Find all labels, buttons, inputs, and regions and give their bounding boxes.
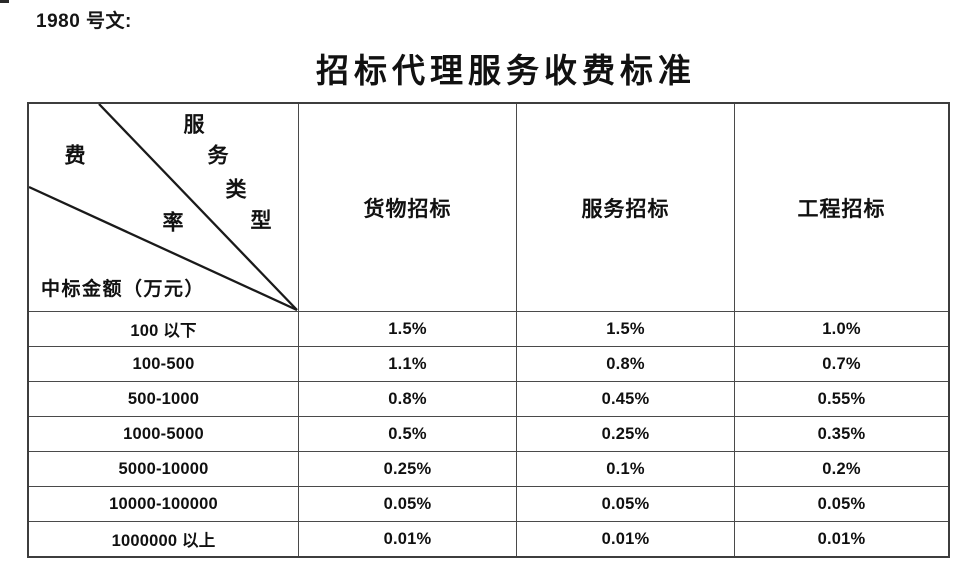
fee-rate-cell: 0.01% <box>516 521 734 556</box>
fee-rate-cell: 0.05% <box>298 486 516 521</box>
fee-rate-cell: 0.01% <box>734 521 948 556</box>
fee-rate-cell: 0.7% <box>734 346 948 381</box>
column-header-goods-bidding: 货物招标 <box>298 104 516 311</box>
fee-rate-cell: 0.8% <box>298 381 516 416</box>
fee-rate-cell: 0.55% <box>734 381 948 416</box>
fee-rate-cell: 0.5% <box>298 416 516 451</box>
fee-rate-cell: 1.5% <box>516 311 734 346</box>
fee-rate-cell: 0.45% <box>516 381 734 416</box>
fee-rate-cell: 0.8% <box>516 346 734 381</box>
diagonal-divider-lines <box>29 104 298 311</box>
fee-rate-cell: 0.1% <box>516 451 734 486</box>
row-label: 100-500 <box>29 346 298 381</box>
corner-row-axis-label: 中标金额（万元） <box>41 279 206 300</box>
corner-label-service-type-char: 服 <box>183 112 205 137</box>
fee-rate-cell: 0.35% <box>734 416 948 451</box>
cropped-edge-fragment <box>0 0 9 3</box>
page-title: 招标代理服务收费标准 <box>316 54 696 90</box>
row-label: 5000-10000 <box>29 451 298 486</box>
fee-rate-cell: 0.05% <box>734 486 948 521</box>
corner-label-rate-char: 率 <box>162 210 184 235</box>
row-label: 10000-100000 <box>29 486 298 521</box>
column-header-service-bidding: 服务招标 <box>516 104 734 311</box>
fee-rate-cell: 0.25% <box>516 416 734 451</box>
document-number: 1980 号文: <box>36 11 132 32</box>
row-label: 1000000 以上 <box>29 521 298 556</box>
fee-rate-cell: 0.05% <box>516 486 734 521</box>
corner-label-service-type-char: 务 <box>207 143 229 168</box>
row-label: 500-1000 <box>29 381 298 416</box>
fee-rate-cell: 1.0% <box>734 311 948 346</box>
fee-standard-table: 服 务 类 型 费 率 中标金额（万元） 货物招标 服务招标 工程招标 100 … <box>27 102 950 558</box>
fee-rate-cell: 0.2% <box>734 451 948 486</box>
row-label: 100 以下 <box>29 311 298 346</box>
fee-rate-cell: 0.25% <box>298 451 516 486</box>
corner-label-service-type-char: 类 <box>225 177 247 202</box>
corner-label-rate-char: 费 <box>64 143 86 168</box>
table-corner-cell: 服 务 类 型 费 率 中标金额（万元） <box>29 104 298 311</box>
fee-rate-cell: 1.5% <box>298 311 516 346</box>
fee-rate-cell: 0.01% <box>298 521 516 556</box>
fee-rate-cell: 1.1% <box>298 346 516 381</box>
row-label: 1000-5000 <box>29 416 298 451</box>
corner-label-service-type-char: 型 <box>250 208 272 233</box>
column-header-engineering-bidding: 工程招标 <box>734 104 948 311</box>
